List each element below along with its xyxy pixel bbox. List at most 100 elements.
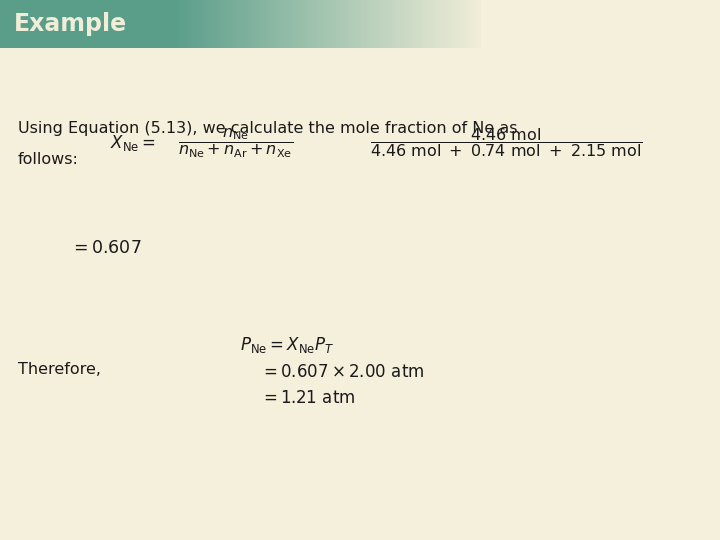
Bar bbox=[445, 0, 447, 48]
Bar bbox=[436, 0, 438, 48]
Bar bbox=[370, 0, 372, 48]
Bar bbox=[341, 0, 343, 48]
Bar bbox=[239, 0, 241, 48]
Bar bbox=[454, 0, 456, 48]
Bar bbox=[451, 0, 453, 48]
Bar bbox=[367, 0, 369, 48]
Bar bbox=[356, 0, 359, 48]
Bar bbox=[283, 0, 285, 48]
Bar bbox=[318, 0, 320, 48]
Bar bbox=[291, 0, 293, 48]
Bar bbox=[265, 0, 267, 48]
Text: $\dfrac{n_\mathrm{Ne}}{n_\mathrm{Ne}+n_\mathrm{Ar}+n_\mathrm{Xe}}$: $\dfrac{n_\mathrm{Ne}}{n_\mathrm{Ne}+n_\… bbox=[178, 126, 293, 160]
Bar bbox=[457, 0, 459, 48]
Bar bbox=[399, 0, 401, 48]
Bar bbox=[273, 0, 274, 48]
Bar bbox=[460, 0, 462, 48]
Bar bbox=[179, 0, 181, 48]
Bar bbox=[335, 0, 337, 48]
Bar bbox=[430, 0, 432, 48]
Bar bbox=[442, 0, 444, 48]
Bar bbox=[459, 0, 461, 48]
Bar bbox=[305, 0, 307, 48]
Bar bbox=[446, 0, 449, 48]
Bar bbox=[392, 0, 394, 48]
Bar bbox=[422, 0, 424, 48]
Bar bbox=[375, 0, 377, 48]
Bar bbox=[309, 0, 311, 48]
Bar bbox=[314, 0, 316, 48]
Bar bbox=[217, 0, 220, 48]
Bar bbox=[243, 0, 246, 48]
Bar bbox=[468, 0, 470, 48]
Text: $P_\mathrm{Ne} = X_\mathrm{Ne} P_T$: $P_\mathrm{Ne} = X_\mathrm{Ne} P_T$ bbox=[240, 335, 334, 355]
Bar bbox=[201, 0, 203, 48]
Bar bbox=[302, 0, 304, 48]
Bar bbox=[238, 0, 240, 48]
Bar bbox=[178, 0, 180, 48]
Bar bbox=[448, 0, 450, 48]
Bar bbox=[396, 0, 398, 48]
Bar bbox=[333, 0, 336, 48]
Bar bbox=[253, 0, 255, 48]
Bar bbox=[438, 0, 441, 48]
Bar bbox=[228, 0, 230, 48]
Bar bbox=[423, 0, 426, 48]
Bar bbox=[248, 0, 251, 48]
Text: $= 0.607 \times 2.00\ \mathrm{atm}$: $= 0.607 \times 2.00\ \mathrm{atm}$ bbox=[260, 363, 424, 381]
Bar bbox=[379, 0, 382, 48]
Bar bbox=[419, 0, 421, 48]
Text: Example: Example bbox=[14, 12, 127, 36]
Bar bbox=[351, 0, 352, 48]
Bar bbox=[467, 0, 468, 48]
Bar bbox=[411, 0, 413, 48]
Bar bbox=[415, 0, 416, 48]
Bar bbox=[366, 0, 368, 48]
Bar bbox=[390, 0, 392, 48]
Bar bbox=[456, 0, 458, 48]
Bar bbox=[195, 0, 197, 48]
Text: $X_\mathrm{Ne} =$: $X_\mathrm{Ne} =$ bbox=[110, 133, 156, 153]
Bar bbox=[358, 0, 360, 48]
Bar bbox=[449, 0, 451, 48]
Bar bbox=[184, 0, 186, 48]
Bar bbox=[347, 0, 349, 48]
Bar bbox=[285, 0, 287, 48]
Bar bbox=[437, 0, 439, 48]
Bar bbox=[410, 0, 412, 48]
Bar bbox=[250, 0, 252, 48]
Bar bbox=[269, 0, 271, 48]
Bar bbox=[369, 0, 371, 48]
Bar bbox=[441, 0, 442, 48]
Bar bbox=[236, 0, 238, 48]
Bar bbox=[320, 0, 322, 48]
Bar bbox=[401, 0, 402, 48]
Bar bbox=[361, 0, 363, 48]
Bar bbox=[453, 0, 454, 48]
Bar bbox=[189, 0, 191, 48]
Bar bbox=[317, 0, 319, 48]
Bar bbox=[311, 0, 312, 48]
Bar bbox=[205, 0, 207, 48]
Text: $= 1.21\ \mathrm{atm}$: $= 1.21\ \mathrm{atm}$ bbox=[260, 389, 356, 407]
Bar bbox=[381, 0, 383, 48]
Bar bbox=[472, 0, 474, 48]
Bar bbox=[434, 0, 436, 48]
Bar bbox=[186, 0, 188, 48]
Bar bbox=[479, 0, 480, 48]
Bar bbox=[197, 0, 199, 48]
Bar bbox=[221, 0, 222, 48]
Text: Therefore,: Therefore, bbox=[18, 362, 101, 377]
Bar bbox=[251, 0, 253, 48]
Bar bbox=[222, 0, 225, 48]
Bar bbox=[306, 0, 308, 48]
Bar bbox=[227, 0, 229, 48]
Bar bbox=[299, 0, 300, 48]
Bar bbox=[427, 0, 428, 48]
Bar bbox=[247, 0, 248, 48]
Bar bbox=[300, 0, 302, 48]
Bar bbox=[413, 0, 415, 48]
Bar bbox=[372, 0, 374, 48]
Bar bbox=[259, 0, 261, 48]
Bar bbox=[469, 0, 472, 48]
